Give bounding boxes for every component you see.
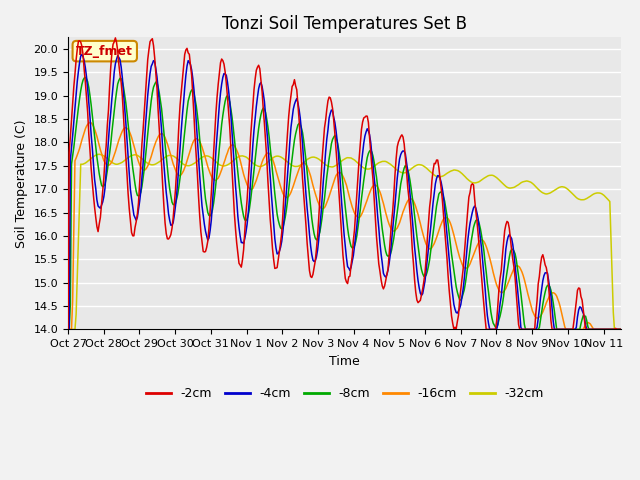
Text: TZ_fmet: TZ_fmet [76,45,133,58]
Title: Tonzi Soil Temperatures Set B: Tonzi Soil Temperatures Set B [222,15,467,33]
Legend: -2cm, -4cm, -8cm, -16cm, -32cm: -2cm, -4cm, -8cm, -16cm, -32cm [141,382,549,405]
Y-axis label: Soil Temperature (C): Soil Temperature (C) [15,119,28,248]
X-axis label: Time: Time [330,355,360,368]
